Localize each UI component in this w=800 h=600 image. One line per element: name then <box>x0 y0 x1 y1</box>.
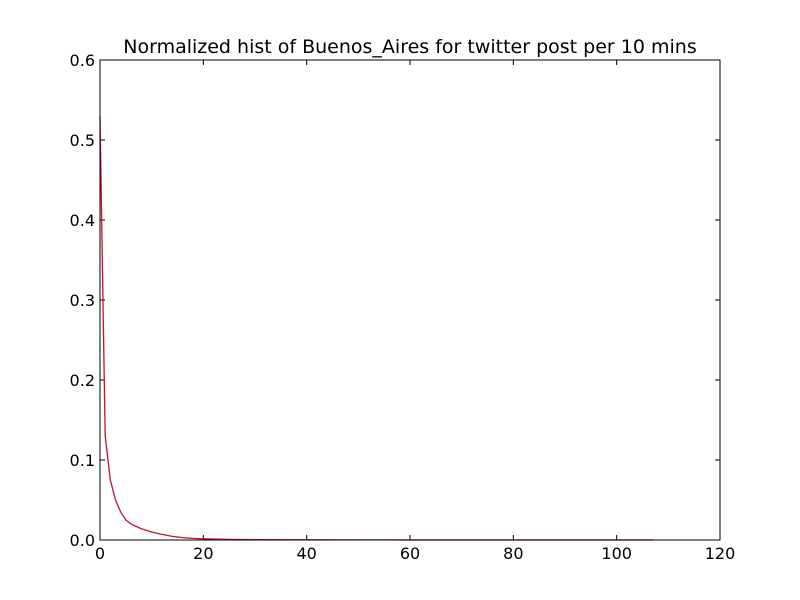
y-tick-label: 0.0 <box>70 531 95 550</box>
x-tick-label: 60 <box>400 544 420 563</box>
chart-title: Normalized hist of Buenos_Aires for twit… <box>123 36 696 58</box>
y-tick-label: 0.1 <box>70 451 95 470</box>
y-tick-label: 0.5 <box>70 131 95 150</box>
x-tick-label: 100 <box>601 544 632 563</box>
y-tick-label: 0.3 <box>70 291 95 310</box>
y-tick-label: 0.2 <box>70 371 95 390</box>
x-tick-label: 40 <box>296 544 316 563</box>
x-tick-label: 80 <box>503 544 523 563</box>
x-tick-label: 0 <box>95 544 105 563</box>
y-tick-label: 0.4 <box>70 211 95 230</box>
x-tick-label: 120 <box>705 544 736 563</box>
plot-area: 0 20 40 60 80 100 120 0.0 0.1 0.2 0.3 0.4 0.5 0.6 <box>70 51 736 563</box>
plot-frame <box>99 59 721 541</box>
y-tick-label: 0.6 <box>70 51 95 70</box>
x-tick-label: 20 <box>193 544 213 563</box>
